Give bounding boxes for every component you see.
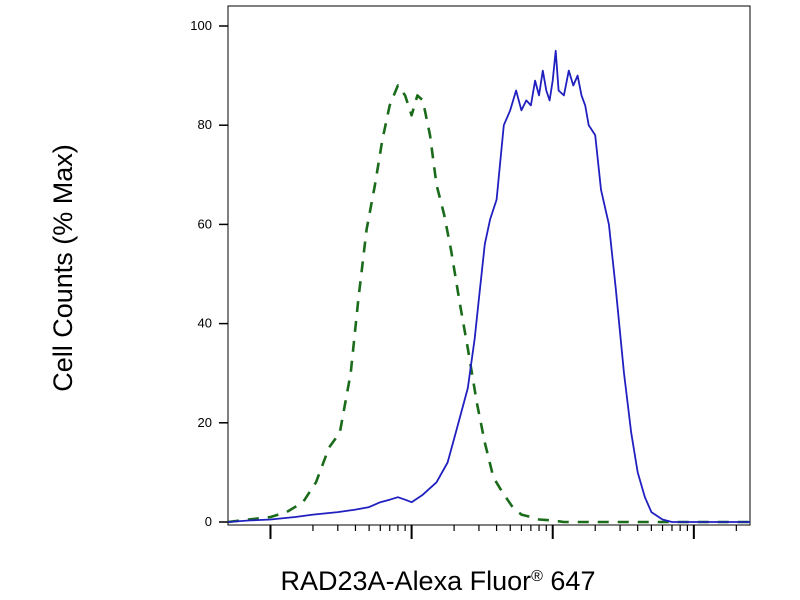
y-tick-label: 20 [198,415,212,430]
sample-histogram-line [227,49,750,523]
x-axis-title-suffix: 647 [543,566,596,596]
y-tick-label: 60 [198,216,212,231]
y-axis-title: Cell Counts (% Max) [48,144,78,392]
y-tick-label: 80 [198,117,212,132]
plot-frame [227,5,751,526]
y-tick-label: 0 [205,514,212,529]
series-layer [227,49,750,524]
y-axis: 0 20 40 60 80 100 [190,18,228,529]
x-axis [269,525,737,539]
x-axis-title: RAD23A-Alexa Fluor® 647 [281,566,596,596]
y-tick-label: 100 [190,18,212,33]
x-axis-title-mark: ® [531,568,543,585]
control-histogram-line [227,84,750,524]
x-axis-title-main: RAD23A-Alexa Fluor [281,566,532,596]
y-tick-label: 40 [198,316,212,331]
